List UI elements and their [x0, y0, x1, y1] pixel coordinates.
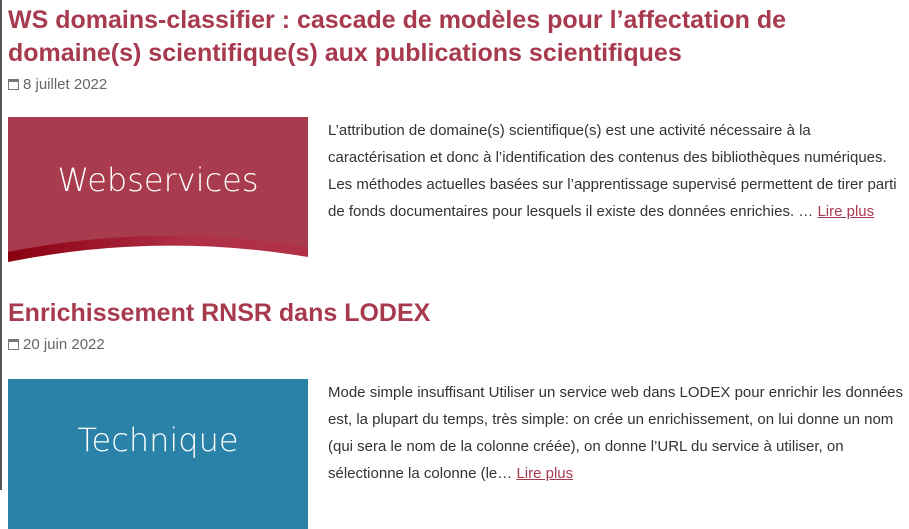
post-date-text: 20 juin 2022 [23, 336, 105, 353]
calendar-icon [8, 79, 19, 90]
post-thumbnail[interactable]: Technique [8, 379, 308, 529]
post-title[interactable]: Enrichissement RNSR dans LODEX [8, 299, 431, 327]
post-1: WS domains-classifier : cascade de modèl… [8, 4, 909, 274]
wave-decoration [8, 235, 308, 267]
excerpt-text: L’attribution de domaine(s) scientifique… [328, 122, 897, 220]
read-more-link[interactable]: Lire plus [817, 203, 875, 220]
calendar-icon [8, 339, 19, 350]
post-excerpt: L’attribution de domaine(s) scientifique… [328, 117, 908, 225]
post-date: 8 juillet 2022 [8, 76, 909, 93]
post-title[interactable]: WS domains-classifier : cascade de modèl… [8, 6, 787, 67]
post-2: Enrichissement RNSR dans LODEX 20 juin 2… [8, 297, 909, 529]
post-date-text: 8 juillet 2022 [23, 76, 108, 93]
read-more-link[interactable]: Lire plus [516, 465, 574, 482]
post-thumbnail[interactable]: Webservices [8, 117, 308, 267]
excerpt-text: Mode simple insuffisant Utiliser un serv… [328, 384, 904, 482]
post-date: 20 juin 2022 [8, 336, 909, 353]
post-excerpt: Mode simple insuffisant Utiliser un serv… [328, 379, 908, 487]
thumbnail-label: Technique [77, 421, 239, 459]
thumbnail-label: Webservices [57, 161, 259, 199]
